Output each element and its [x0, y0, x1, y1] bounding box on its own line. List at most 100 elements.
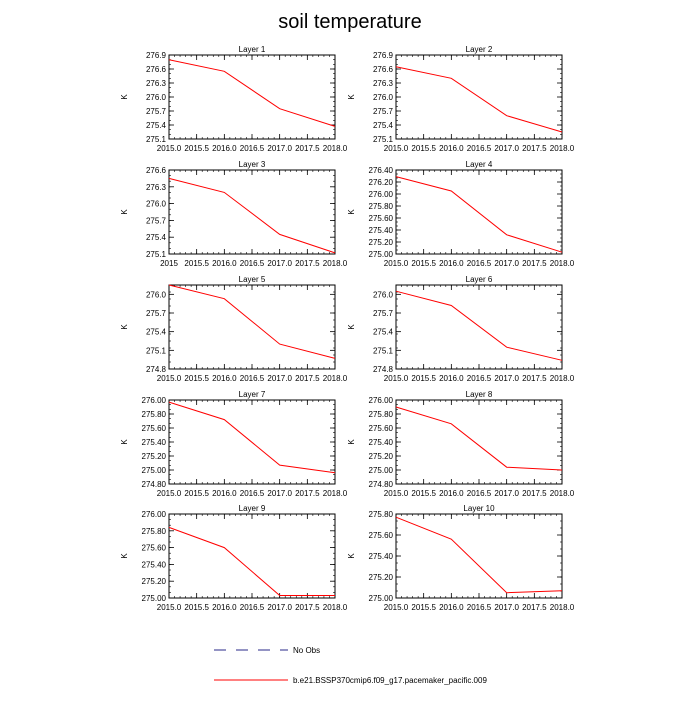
x-tick-label: 2017.0 [494, 259, 519, 268]
x-tick-label: 2017.0 [267, 259, 292, 268]
x-tick-label: 2017.0 [494, 144, 519, 153]
y-tick-label: 276.00 [142, 510, 167, 519]
y-tick-label: 275.80 [369, 410, 394, 419]
x-tick-label: 2015.5 [184, 603, 209, 612]
y-tick-label: 274.8 [146, 365, 167, 374]
x-tick-label: 2015.0 [384, 489, 409, 498]
x-tick-label: 2017.5 [295, 489, 320, 498]
x-tick-label: 2017.5 [522, 603, 547, 612]
y-tick-label: 276.9 [373, 51, 394, 60]
x-tick-label: 2015.0 [384, 374, 409, 383]
y-tick-label: 275.20 [142, 577, 167, 586]
panel-layer-2: 2015.0 2015.5 2016.0 2016.5 2017.0 2017.5 2018… [347, 45, 575, 153]
series-line [168, 284, 336, 359]
figure-title: soil temperature [278, 11, 421, 33]
x-tick-label: 2017.0 [267, 374, 292, 383]
y-axis-label: K [347, 553, 356, 559]
x-tick-label: 2018.0 [323, 144, 348, 153]
x-tick-label: 2016.5 [467, 144, 492, 153]
x-tick-label: 2015.5 [411, 144, 436, 153]
y-tick-label: 275.4 [146, 233, 167, 242]
x-tick-label: 2017.5 [295, 603, 320, 612]
y-tick-label: 276.0 [146, 290, 167, 299]
x-tick-label: 2015.5 [184, 144, 209, 153]
y-tick-label: 276.6 [146, 166, 167, 175]
y-tick-label: 276.9 [146, 51, 167, 60]
y-tick-label: 274.80 [369, 480, 394, 489]
y-tick-label: 275.80 [142, 410, 167, 419]
x-tick-label: 2017.5 [522, 489, 547, 498]
y-tick-label: 276.3 [146, 79, 167, 88]
x-tick-label: 2015.0 [157, 603, 182, 612]
x-tick-label: 2017.5 [295, 374, 320, 383]
x-tick-label: 2015.5 [184, 259, 209, 268]
x-tick-label: 2016.0 [212, 489, 237, 498]
y-tick-label: 276.3 [373, 79, 394, 88]
x-tick-label: 2018.0 [323, 603, 348, 612]
x-tick-label: 2015.5 [411, 374, 436, 383]
x-tick-label: 2016.0 [212, 259, 237, 268]
x-tick-label: 2017.0 [267, 489, 292, 498]
series-line [168, 177, 336, 254]
y-tick-label: 276.3 [146, 183, 167, 192]
x-tick-label: 2016.0 [439, 259, 464, 268]
y-tick-label: 275.80 [142, 527, 167, 536]
y-tick-label: 275.00 [369, 594, 394, 603]
plot-frame [168, 54, 336, 140]
y-tick-label: 275.1 [146, 250, 167, 259]
y-tick-label: 275.60 [369, 214, 394, 223]
series-line [395, 406, 563, 471]
panel-title: Layer 3 [239, 160, 266, 169]
y-tick-label: 275.80 [369, 510, 394, 519]
panel-title: Layer 6 [466, 275, 493, 284]
y-tick-label: 275.40 [142, 560, 167, 569]
series-line [395, 66, 563, 133]
x-tick-label: 2016.5 [240, 144, 265, 153]
y-tick-label: 275.40 [142, 438, 167, 447]
x-tick-label: 2016.0 [439, 144, 464, 153]
legend: No Obs b.e21.BSSP370cmip6.f09_g17.pacema… [214, 646, 487, 685]
y-axis-label: K [120, 439, 129, 445]
x-tick-label: 2018.0 [550, 259, 575, 268]
x-tick-label: 2017.0 [494, 489, 519, 498]
y-tick-label: 275.4 [146, 328, 167, 337]
y-tick-label: 276.0 [146, 200, 167, 209]
series-line [168, 526, 335, 596]
y-tick-label: 275.1 [146, 346, 167, 355]
plot-frame [168, 284, 336, 370]
series-line [395, 290, 563, 361]
y-axis-label: K [120, 324, 129, 330]
y-tick-label: 276.6 [146, 65, 167, 74]
y-axis-label: K [120, 94, 129, 100]
y-tick-label: 275.4 [373, 328, 394, 337]
y-axis-label: K [347, 324, 356, 330]
y-tick-label: 275.20 [369, 452, 394, 461]
x-tick-label: 2018.0 [323, 489, 348, 498]
panel-title: Layer 8 [466, 390, 493, 399]
y-tick-label: 274.80 [142, 480, 167, 489]
y-tick-label: 275.7 [373, 309, 394, 318]
panel-title: Layer 7 [239, 390, 266, 399]
y-tick-label: 275.4 [146, 121, 167, 130]
x-tick-label: 2018.0 [550, 489, 575, 498]
y-tick-label: 275.1 [373, 135, 394, 144]
panel-layer-3: 2015 2015.5 2016.0 2016.5 2017.0 2017.5 2018.0… [120, 160, 348, 268]
y-tick-label: 275.00 [369, 250, 394, 259]
x-tick-label: 2016.0 [439, 489, 464, 498]
panel-layer-5: 2015.0 2015.5 2016.0 2016.5 2017.0 2017.5 2018… [120, 275, 348, 383]
y-tick-label: 275.60 [369, 531, 394, 540]
x-tick-label: 2017.0 [267, 603, 292, 612]
x-tick-label: 2015.5 [411, 603, 436, 612]
x-tick-label: 2017.0 [267, 144, 292, 153]
x-tick-label: 2015.0 [384, 144, 409, 153]
y-tick-label: 275.80 [369, 202, 394, 211]
x-tick-label: 2016.0 [439, 603, 464, 612]
y-tick-label: 275.20 [142, 452, 167, 461]
x-tick-label: 2016.5 [240, 489, 265, 498]
panel-title: Layer 2 [466, 45, 493, 54]
y-tick-label: 275.7 [146, 216, 167, 225]
plot-frame [395, 284, 563, 370]
x-tick-label: 2017.5 [295, 144, 320, 153]
